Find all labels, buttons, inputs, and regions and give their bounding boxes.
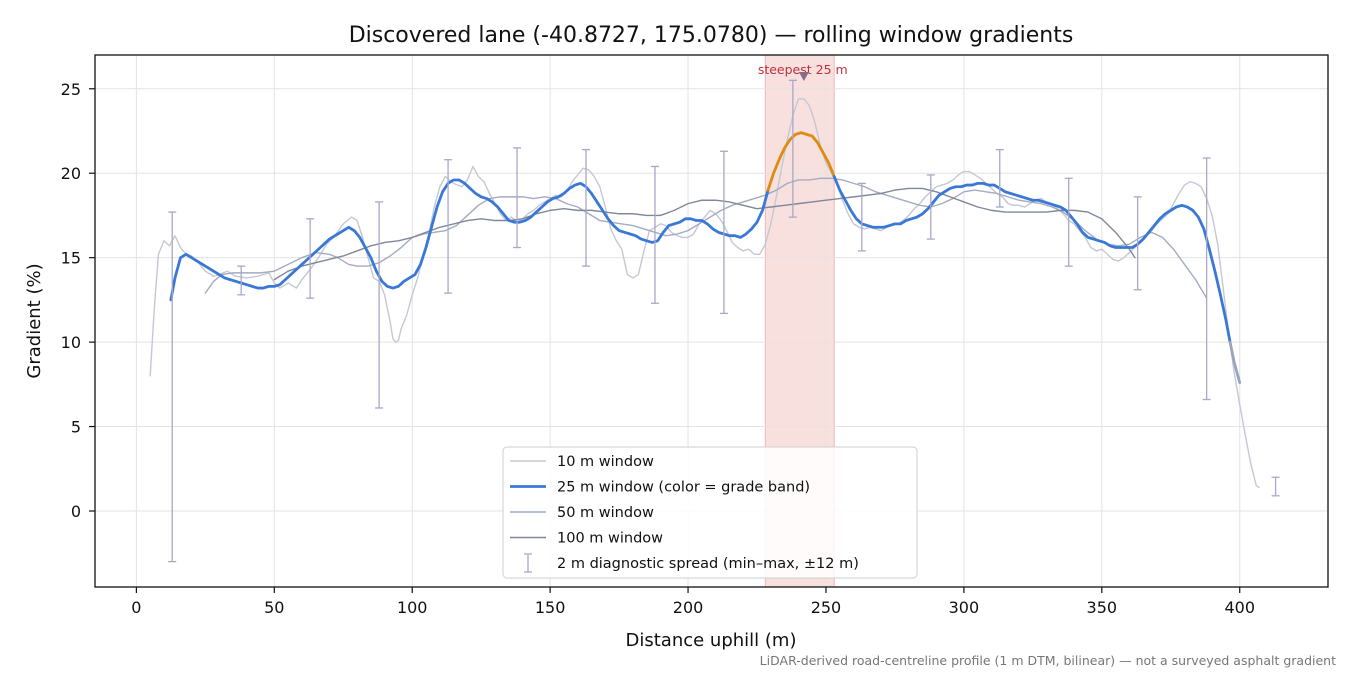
legend-label: 50 m window (557, 505, 654, 521)
steepest-annotation: steepest 25 m (758, 62, 848, 81)
legend-box (502, 446, 918, 579)
legend-label: 2 m diagnostic spread (min–max, ±12 m) (557, 556, 859, 572)
steepest-label: steepest 25 m (758, 62, 848, 77)
errorbar (581, 148, 590, 267)
errorbar (444, 159, 453, 294)
plot-frame (94, 54, 1329, 588)
errorbar (375, 201, 384, 409)
errorbar (1133, 196, 1142, 291)
legend-entry-25-m-window-color-grade-band: 25 m window (color = grade band) (510, 480, 810, 496)
series-line-50-m-window (204, 177, 1208, 299)
y-tick-label: 0 (71, 502, 81, 521)
errorbar (995, 148, 1004, 208)
x-tick-label: 100 (397, 598, 428, 617)
x-tick-label: 200 (673, 598, 704, 617)
y-tick-label: 25 (61, 80, 81, 99)
errorbar (168, 211, 177, 563)
y-axis-label: Gradient (%) (24, 263, 45, 378)
x-tick-label: 50 (264, 598, 284, 617)
legend-entry-50-m-window: 50 m window (510, 505, 654, 521)
errorbar (1064, 177, 1073, 267)
y-tick-label: 15 (61, 249, 81, 268)
axis-ticks: 0 50 100 150 200 250 300 350 400 0 5 10 15 20 25 (61, 80, 1255, 617)
errorbar (1202, 157, 1211, 401)
x-tick-label: 350 (1087, 598, 1118, 617)
series-line-25-m-window-steep-band (766, 131, 836, 192)
errorbar (788, 79, 797, 218)
x-axis-label: Distance uphill (m) (626, 630, 797, 651)
legend-label: 10 m window (557, 454, 654, 470)
errorbar (1271, 476, 1280, 497)
y-tick-label: 20 (61, 164, 81, 183)
errorbar (650, 165, 659, 304)
series-line-100-m-window (273, 187, 1136, 281)
x-tick-label: 400 (1224, 598, 1255, 617)
legend: 10 m window 25 m window (color = grade ba… (502, 446, 918, 579)
legend-label: 25 m window (color = grade band) (557, 480, 810, 496)
errorbar (926, 174, 935, 240)
diagnostic-errorbars (168, 79, 1280, 563)
legend-entry-10-m-window: 10 m window (510, 454, 654, 470)
steepest-marker (798, 71, 809, 81)
errorbar (719, 150, 728, 315)
series-line-25-m-window-color-grade-band (169, 178, 770, 302)
errorbar (513, 147, 522, 249)
x-tick-label: 0 (131, 598, 141, 617)
legend-label: 100 m window (557, 531, 663, 547)
errorbar (237, 265, 246, 296)
footnote: LiDAR-derived road-centreline profile (1… (760, 653, 1336, 668)
errorbar (857, 182, 866, 252)
x-tick-label: 150 (535, 598, 566, 617)
legend-entry-2-m-diagnostic-spread-min-max-12-m: 2 m diagnostic spread (min–max, ±12 m) (524, 553, 859, 573)
y-tick-label: 10 (61, 333, 81, 352)
errorbar (306, 218, 315, 299)
series-lines (149, 98, 1260, 489)
x-tick-label: 300 (949, 598, 980, 617)
series-line-25-m-window-continued (832, 175, 1232, 344)
y-tick-label: 5 (71, 418, 81, 437)
series-line-10-m-window (149, 98, 1260, 489)
x-tick-label: 250 (811, 598, 842, 617)
series-line-25-m-window-tail (1228, 340, 1242, 385)
chart-title: Discovered lane (-40.8727, 175.0780) — r… (349, 23, 1074, 48)
legend-entry-100-m-window: 100 m window (510, 531, 663, 547)
